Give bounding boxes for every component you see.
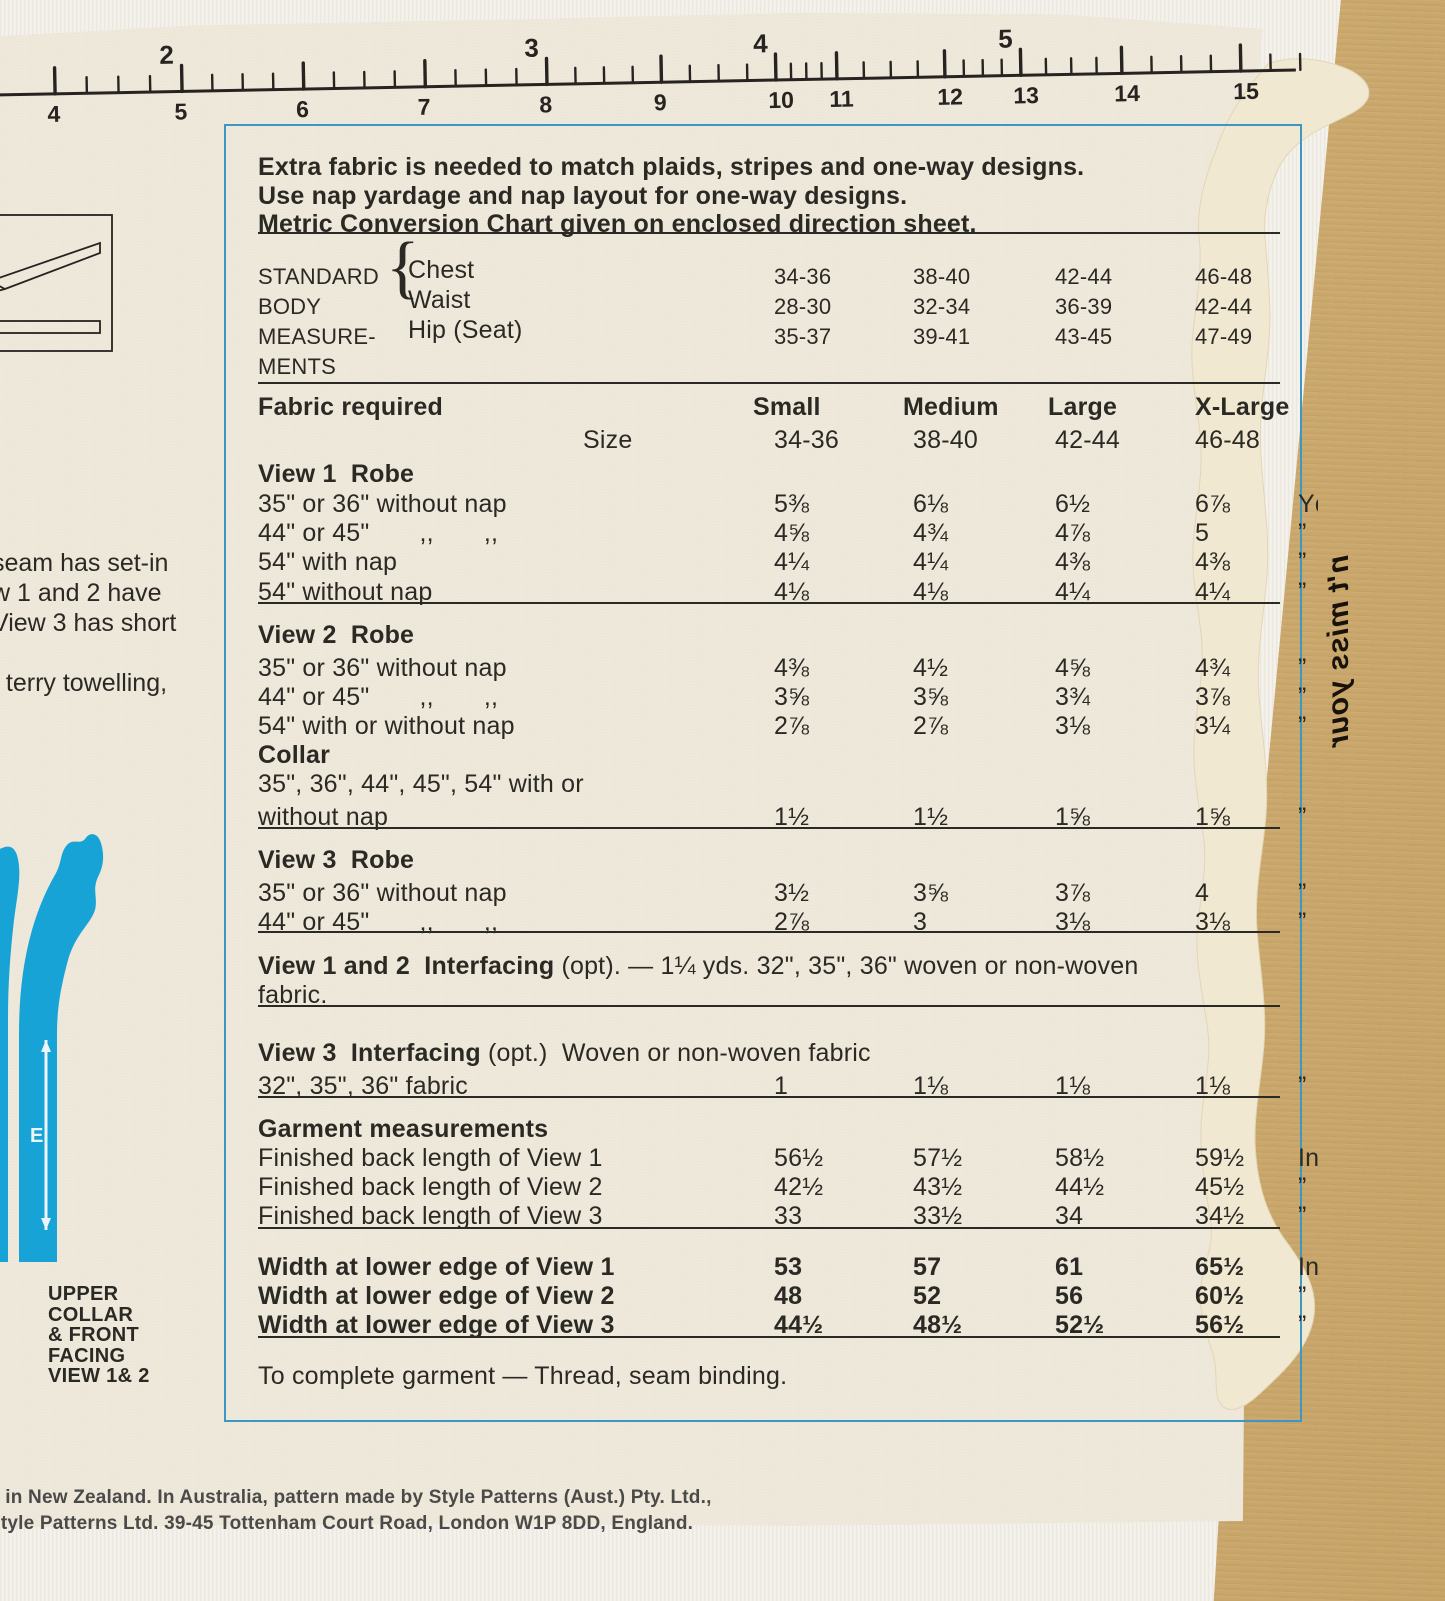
svg-text:12: 12 bbox=[937, 83, 963, 109]
svg-text:11: 11 bbox=[829, 86, 854, 112]
svg-text:2: 2 bbox=[159, 40, 174, 70]
svg-text:6: 6 bbox=[296, 96, 309, 122]
svg-text:5: 5 bbox=[174, 98, 187, 124]
svg-text:7: 7 bbox=[417, 94, 430, 120]
svg-text:15: 15 bbox=[1233, 78, 1259, 104]
svg-text:14: 14 bbox=[1114, 80, 1140, 106]
svg-text:4: 4 bbox=[753, 28, 769, 58]
svg-text:4: 4 bbox=[47, 101, 60, 127]
svg-text:E: E bbox=[30, 1125, 43, 1147]
svg-text:13: 13 bbox=[1013, 82, 1039, 108]
svg-text:3: 3 bbox=[524, 33, 539, 63]
svg-text:5: 5 bbox=[998, 23, 1013, 53]
svg-text:8: 8 bbox=[539, 91, 552, 117]
svg-text:9: 9 bbox=[654, 89, 667, 115]
svg-text:10: 10 bbox=[768, 87, 794, 113]
